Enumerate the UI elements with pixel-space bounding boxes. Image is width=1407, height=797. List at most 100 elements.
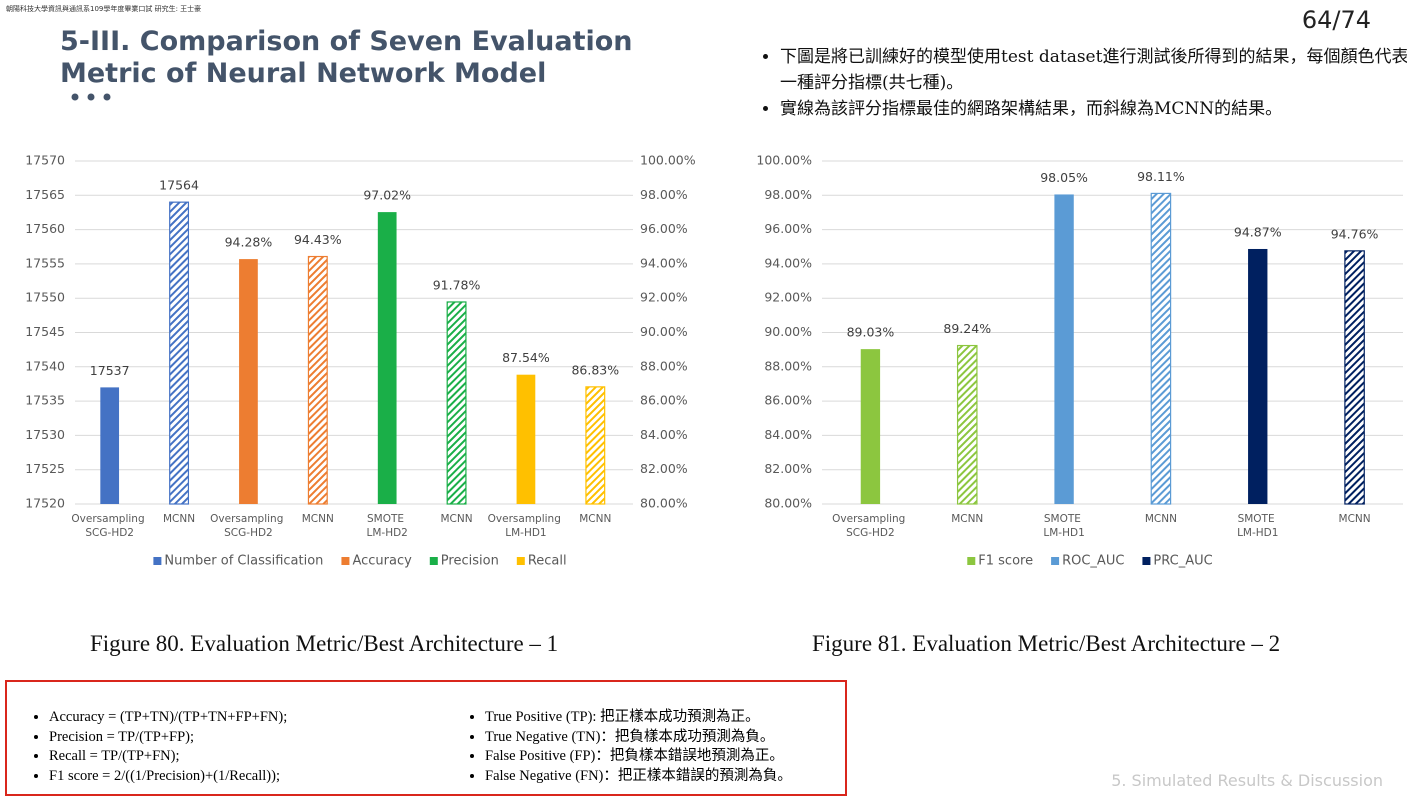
y-tick-label: 100.00% [756,153,812,168]
value-label: 98.05% [1040,170,1088,185]
x-tick-label: MCNN [441,513,473,525]
y-tick-label: 17530 [25,427,65,442]
x-tick-label: Oversampling SCG-HD2 [832,513,909,539]
y2-tick-label: 96.00% [640,221,688,236]
x-tick-label: MCNN [302,513,334,525]
y-tick-label: 90.00% [764,324,812,339]
x-tick-label: MCNN [1339,513,1371,525]
y2-tick-label: 88.00% [640,358,688,373]
value-label: 94.76% [1331,226,1379,241]
y2-tick-label: 82.00% [640,461,688,476]
y-tick-label: 96.00% [764,221,812,236]
bar [100,387,120,504]
legend-label: Recall [528,554,567,569]
value-label: 94.43% [294,232,342,247]
legend: Number of Classification Accuracy Precisio… [153,554,567,569]
bar [516,374,536,504]
y-tick-label: 17525 [25,461,65,476]
x-tick-label: SMOTE LM-HD1 [1043,513,1084,539]
legend-swatch [429,557,438,565]
legend-swatch [516,557,525,565]
value-label: 98.11% [1137,169,1185,184]
y2-tick-label: 94.00% [640,255,688,270]
y2-tick-label: 80.00% [640,496,688,511]
y-tick-label: 17570 [25,153,65,168]
bullets: 下圖是將已訓練好的模型使用test dataset進行測試後所得到的結果，每個顏… [760,44,1407,122]
y2-tick-label: 86.00% [640,393,688,408]
y-tick-label: 17560 [25,221,65,236]
value-label: 86.83% [571,362,619,377]
y-tick-label: 98.00% [764,187,812,202]
legend: F1 score ROC_AUC PRC_AUC [967,554,1213,569]
bullet: 下圖是將已訓練好的模型使用test dataset進行測試後所得到的結果，每個顏… [780,44,1407,96]
x-tick-label: MCNN [163,513,195,525]
bar [956,344,978,505]
x-tick-label: SMOTE LM-HD1 [1237,513,1278,539]
y2-tick-label: 98.00% [640,187,688,202]
term: False Negative (FN)：把正樣本錯誤的預測為負。 [485,767,792,787]
bar [446,301,467,505]
x-tick-label: MCNN [951,513,983,525]
bar [860,349,881,504]
y-tick-label: 17520 [25,496,65,511]
figure-caption: Figure 81. Evaluation Metric/Best Archit… [812,631,1281,656]
value-label: 17564 [159,178,199,193]
term: False Positive (FP)：把負樣本錯誤地預測為正。 [485,747,792,767]
y-tick-label: 92.00% [764,290,812,305]
formula: Recall = TP/(TP+FN); [49,747,287,767]
formula: Precision = TP/(TP+FP); [49,728,287,748]
bullet: 實線為該評分指標最佳的網路架構結果，而斜線為MCNN的結果。 [780,96,1407,122]
y-tick-label: 80.00% [764,496,812,511]
x-tick-label: SMOTE LM-HD2 [367,513,408,539]
value-label: 17537 [90,363,130,378]
y-tick-label: 86.00% [764,393,812,408]
bar [169,201,190,505]
page-number: 64/74 [1301,6,1371,34]
figure-caption: Figure 80. Evaluation Metric/Best Archit… [90,631,559,656]
y-tick-label: 17555 [25,255,65,270]
x-tick-label: MCNN [1145,513,1177,525]
chart: 80.00% 82.00% 84.00% 86.00% 88.00% 90.00% 92.0… [756,153,1403,569]
legend-label: Accuracy [352,554,412,569]
y2-tick-label: 84.00% [640,427,688,442]
legend-label: Precision [441,554,499,569]
x-tick-label: Oversampling SCG-HD2 [71,513,148,539]
value-label: 97.02% [363,188,411,203]
legend-swatch [153,557,162,565]
legend-label: Number of Classification [164,554,323,569]
y-tick-label: 94.00% [764,255,812,270]
value-label: 91.78% [433,277,481,292]
value-label: 94.87% [1234,224,1282,239]
bar [377,212,397,504]
bar [307,255,328,505]
y-tick-label: 88.00% [764,358,812,373]
legend-label: ROC_AUC [1062,554,1124,569]
y-tick-label: 84.00% [764,427,812,442]
x-tick-label: Oversampling SCG-HD2 [210,513,287,539]
bar [239,259,258,504]
bar [1150,192,1172,505]
value-label: 89.24% [943,321,991,336]
legend-swatch [1142,557,1151,565]
x-tick-label: Oversampling LM-HD1 [488,513,565,539]
formula: Accuracy = (TP+TN)/(TP+TN+FP+FN); [49,708,287,728]
bar [1054,194,1074,504]
term-list: True Positive (TP): 把正樣本成功預測為正。 True Neg… [465,708,792,786]
y-tick-label: 17540 [25,358,65,373]
x-tick-label: MCNN [579,513,611,525]
y2-tick-label: 92.00% [640,290,688,305]
legend-label: PRC_AUC [1153,554,1212,569]
y-tick-label: 17565 [25,187,65,202]
term: True Positive (TP): 把正樣本成功預測為正。 [485,708,792,728]
y-tick-label: 82.00% [764,461,812,476]
chart: 17520 17525 17530 17535 17540 17545 17550 17555… [25,153,696,569]
bar [1344,250,1365,505]
y-tick-label: 17545 [25,324,65,339]
institution: 朝陽科技大學資訊與通訊系109學年度畢業口試 研究生: 王士豪 [6,5,202,13]
formula-list: Accuracy = (TP+TN)/(TP+TN+FP+FN); Precis… [29,708,287,786]
formula: F1 score = 2/((1/Precision)+(1/Recall)); [49,767,287,787]
term: True Negative (TN)：把負樣本成功預測為負。 [485,728,792,748]
value-label: 87.54% [502,350,550,365]
y-tick-label: 17535 [25,393,65,408]
